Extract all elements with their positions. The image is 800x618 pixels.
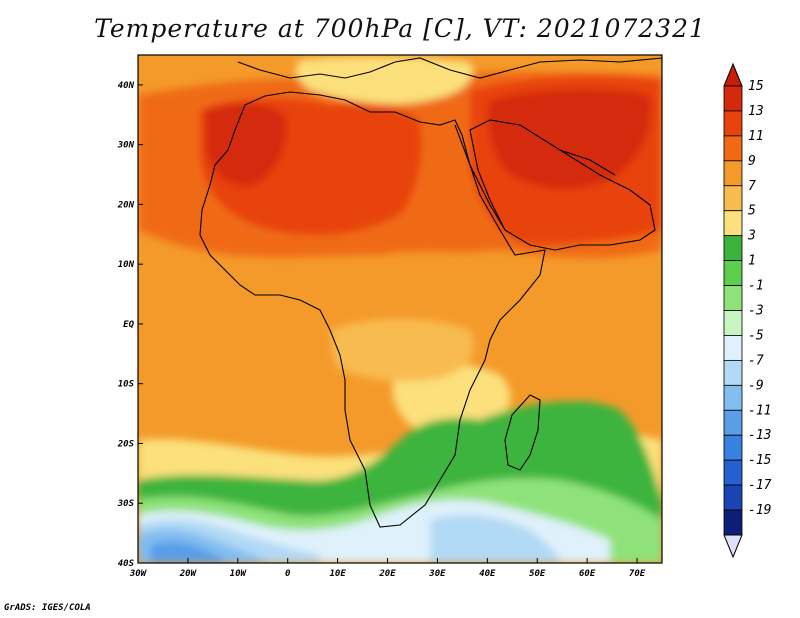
colorbar-label: -7	[748, 353, 764, 368]
colorbar-label: 15	[748, 79, 764, 94]
colorbar: 15 13 11 9 7 5 3 1 -1 -3 -5 -7 -9 -11 -13 -15 -17 -19	[723, 62, 772, 559]
colorbar-label: -9	[748, 378, 764, 393]
colorbar-swatch	[723, 310, 743, 336]
credit-text: GrADS: IGES/COLA	[4, 603, 91, 613]
x-tick-label: 30W	[129, 569, 148, 579]
x-tick-label: 60E	[579, 569, 596, 579]
y-axis-ticks: 40N 30N 20N 10N EQ 10S 20S 30S 40S	[117, 81, 143, 569]
red-sea-line	[454, 124, 506, 231]
cool-zone-mediterranean	[295, 56, 473, 105]
x-tick-label: 30E	[428, 569, 446, 579]
colorbar-label: -19	[748, 503, 771, 518]
coastlines	[199, 57, 663, 528]
cool-zone-east-africa	[392, 363, 511, 436]
x-tick-label: 70E	[629, 569, 646, 579]
colorbar-swatch	[723, 509, 743, 536]
y-tick-label: 20S	[117, 439, 135, 449]
hottest-zone-arabia	[488, 88, 651, 189]
x-tick-label: 10W	[230, 569, 248, 579]
temperature-field	[138, 55, 662, 563]
arabia-coastline	[469, 119, 656, 251]
colorbar-label: 1	[748, 254, 756, 269]
hottest-zone-morocco	[205, 103, 287, 186]
gulf-line	[559, 149, 616, 176]
x-axis-ticks: 30W 20W 10W 0 10E 20E 30E 40E 50E 60E 70E	[129, 558, 646, 579]
plot-frame	[137, 54, 663, 564]
pale-zone-central	[330, 318, 474, 382]
y-tick-label: EQ	[123, 320, 134, 330]
colorbar-swatch	[723, 235, 743, 262]
colorbar-swatch	[723, 434, 743, 461]
europe-coastline	[237, 57, 663, 79]
colorbar-label: 3	[747, 229, 756, 244]
colorbar-label: -15	[748, 453, 772, 468]
x-tick-label: 20W	[179, 569, 198, 579]
x-tick-label: 20E	[378, 569, 396, 579]
map-title: Temperature at 700hPa [C], VT: 202107232…	[94, 14, 706, 43]
light-blue-zone-east	[430, 514, 560, 563]
colorbar-swatch	[723, 335, 743, 361]
colorbar-swatch	[723, 359, 743, 386]
colorbar-swatch	[723, 110, 743, 137]
colorbar-label: 13	[748, 104, 764, 119]
x-tick-label: 10E	[329, 569, 346, 579]
colorbar-label: -1	[748, 279, 764, 294]
colorbar-label: 7	[748, 179, 756, 194]
colorbar-label: -5	[748, 328, 764, 343]
x-tick-label: 40E	[479, 569, 496, 579]
colorbar-swatch	[723, 260, 743, 286]
y-tick-label: 10S	[118, 380, 135, 390]
colorbar-swatch	[723, 285, 743, 311]
colorbar-swatch	[723, 459, 743, 486]
colorbar-swatch	[723, 484, 743, 511]
mid-blue-zone	[150, 541, 228, 563]
colorbar-label: 9	[748, 154, 756, 169]
y-tick-label: 10N	[118, 260, 135, 270]
y-tick-label: 30N	[117, 141, 135, 151]
colorbar-swatch	[723, 185, 743, 212]
colorbar-bottom-arrow	[723, 534, 743, 559]
x-tick-label: 50E	[529, 569, 546, 579]
colorbar-label: -13	[748, 428, 771, 443]
colorbar-swatch	[723, 135, 743, 162]
colorbar-swatch	[723, 210, 743, 237]
y-tick-label: 40S	[118, 559, 135, 569]
x-tick-label: 0	[285, 569, 291, 579]
africa-coastline	[199, 91, 546, 528]
y-tick-label: 30S	[117, 499, 135, 509]
colorbar-swatch	[723, 409, 743, 436]
colorbar-label: 5	[748, 204, 756, 219]
y-tick-label: 20N	[117, 200, 135, 210]
colorbar-swatch	[723, 384, 743, 411]
colorbar-label: 11	[748, 129, 764, 144]
madagascar-coastline	[504, 394, 541, 471]
colorbar-top-arrow	[723, 62, 743, 87]
colorbar-label: -3	[748, 304, 764, 319]
colorbar-swatch	[723, 160, 743, 187]
y-tick-label: 40N	[118, 81, 135, 91]
colorbar-swatch	[723, 85, 743, 112]
colorbar-label: -11	[748, 403, 771, 418]
colorbar-label: -17	[748, 478, 772, 493]
